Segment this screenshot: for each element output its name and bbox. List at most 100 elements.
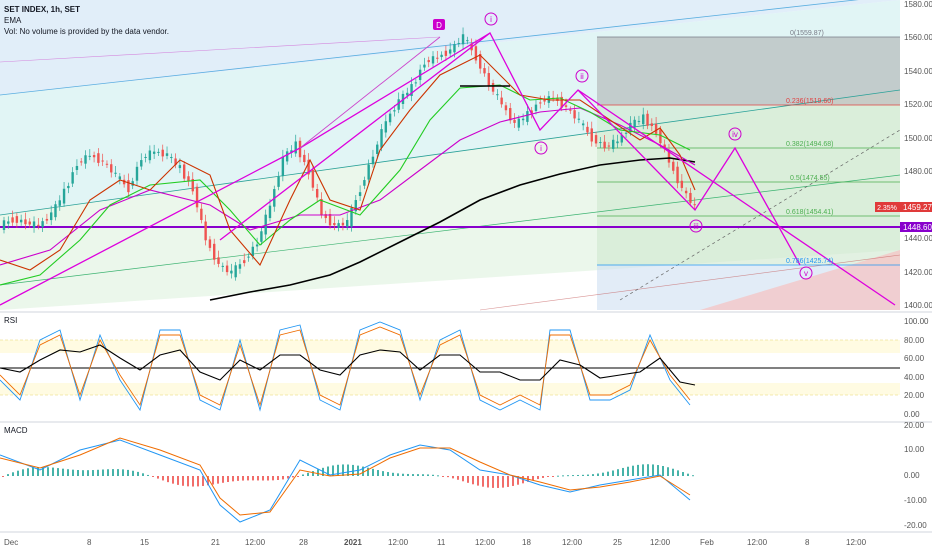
candle-body	[496, 94, 499, 96]
macd-bar	[167, 476, 169, 483]
candle-body	[148, 150, 152, 161]
candle-body	[436, 57, 439, 59]
macd-bar	[147, 474, 149, 476]
macd-bar	[327, 466, 329, 476]
last-change-badge: 2.35%	[877, 205, 897, 212]
macd-bar	[392, 472, 394, 476]
macd-bar	[342, 464, 344, 476]
price-tick: 1480.00	[904, 167, 932, 176]
macd-bar	[212, 476, 214, 485]
macd-bar	[407, 473, 409, 476]
candle-body	[569, 109, 572, 111]
macd-bar	[127, 469, 129, 476]
macd-bar	[52, 467, 54, 476]
macd-bar	[402, 473, 404, 476]
macd-bar	[492, 476, 494, 488]
candle-body	[350, 207, 353, 227]
candle-body	[92, 155, 96, 158]
candle-body	[182, 164, 186, 179]
time-tick: 8	[87, 538, 92, 547]
time-tick: 12:00	[650, 538, 671, 547]
macd-bar	[17, 470, 19, 476]
macd-bar	[267, 476, 269, 481]
candle-body	[672, 161, 675, 171]
macd-tick: -20.00	[904, 521, 927, 530]
macd-bar	[347, 464, 349, 476]
macd-bar	[577, 474, 579, 476]
candle-body	[581, 123, 585, 126]
macd-bar	[582, 474, 584, 476]
macd-bar	[12, 472, 14, 476]
macd-bar	[177, 476, 179, 485]
macd-bar	[187, 476, 189, 487]
time-tick: 12:00	[245, 538, 266, 547]
candle-body	[642, 114, 645, 125]
macd-bar	[182, 476, 184, 486]
candle-body	[388, 113, 392, 123]
macd-bar	[282, 476, 284, 480]
candle-body	[165, 153, 169, 156]
candle-body	[131, 181, 134, 186]
macd-bar	[677, 470, 679, 476]
macd-bar	[97, 469, 99, 476]
macd-bar	[132, 470, 134, 476]
macd-bar	[422, 474, 424, 476]
time-tick: 18	[522, 538, 531, 547]
candle-body	[530, 110, 533, 114]
candle-body	[479, 54, 482, 69]
candle-body	[689, 192, 692, 203]
macd-bar	[687, 473, 689, 476]
macd-bar	[432, 474, 434, 476]
candle-body	[11, 217, 14, 223]
macd-bar	[152, 476, 154, 477]
macd-bar	[482, 476, 484, 487]
candle-body	[217, 257, 220, 264]
candle-body	[650, 123, 654, 127]
candle-body	[260, 231, 263, 242]
candle-body	[225, 265, 229, 273]
macd-bar	[567, 475, 569, 477]
candle-body	[611, 139, 615, 149]
candle-body	[127, 180, 130, 193]
candle-body	[431, 56, 435, 64]
macd-bar	[642, 464, 644, 476]
candle-body	[62, 188, 66, 204]
candle-body	[346, 220, 349, 227]
time-tick: 12:00	[562, 538, 583, 547]
candle-body	[440, 54, 443, 58]
candle-body	[234, 265, 237, 278]
time-tick: 25	[613, 538, 622, 547]
candle-body	[15, 216, 19, 223]
ema-black-line	[209, 157, 696, 301]
candle-body	[122, 179, 126, 185]
macd-bar	[502, 476, 504, 488]
rsi-tick: 0.00	[904, 410, 920, 419]
macd-bar	[82, 470, 84, 476]
time-tick: 12:00	[846, 538, 867, 547]
candle-body	[410, 84, 413, 97]
macd-bar	[312, 471, 314, 476]
main-pane	[0, 0, 901, 311]
macd-bar	[507, 476, 509, 487]
macd-bar	[7, 474, 9, 476]
candle-body	[684, 190, 688, 194]
macd-bar	[272, 476, 274, 481]
macd-bar	[617, 469, 619, 476]
candle-body	[393, 110, 396, 112]
candle-body	[75, 165, 79, 170]
macd-bar	[512, 476, 514, 486]
macd-bar	[137, 471, 139, 476]
wave-labels: D i ii i iii iv v	[433, 12, 813, 280]
candle-body	[453, 44, 456, 53]
candle-body	[594, 135, 598, 144]
wave-label-i-low: i	[540, 144, 542, 153]
macd-bar	[557, 475, 559, 477]
rsi-tick: 100.00	[904, 317, 929, 326]
macd-bar	[372, 468, 374, 476]
macd-bar	[412, 474, 414, 476]
price-axis: 1580.00 1560.00 1540.00 1520.00 1500.00 …	[875, 0, 932, 310]
candle-body	[500, 97, 503, 105]
candle-body	[487, 73, 490, 86]
candle-body	[195, 186, 199, 208]
candle-body	[144, 156, 147, 158]
